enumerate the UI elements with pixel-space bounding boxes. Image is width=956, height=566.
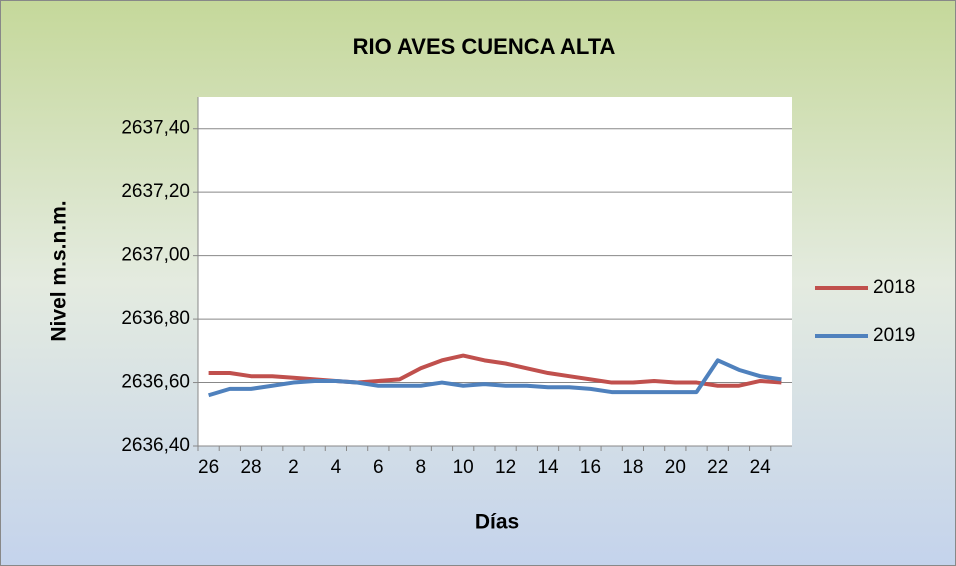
- x-tick-label: 10: [453, 457, 474, 478]
- x-tick-label: 16: [580, 457, 601, 478]
- y-tick-label: 2637,00: [121, 245, 190, 266]
- x-tick-label: 14: [537, 457, 559, 478]
- x-tick-label: 6: [373, 457, 384, 478]
- chart-title: RIO AVES CUENCA ALTA: [353, 34, 616, 59]
- y-axis-label: Nivel m.s.n.m.: [48, 200, 71, 341]
- x-tick-label: 20: [665, 457, 686, 478]
- x-tick-label: 18: [622, 457, 643, 478]
- y-tick-label: 2636,40: [121, 435, 190, 456]
- x-tick-label: 4: [331, 457, 342, 478]
- y-tick-label: 2637,40: [121, 118, 190, 139]
- x-tick-label: 28: [240, 457, 261, 478]
- line-series: [208, 353, 782, 388]
- legend-label: 2019: [873, 325, 915, 346]
- x-tick-label: 24: [750, 457, 772, 478]
- plot-area: [198, 97, 792, 446]
- y-tick-label: 2637,20: [121, 181, 190, 202]
- y-tick-label: 2636,80: [121, 308, 190, 329]
- y-tick-label: 2636,60: [121, 372, 190, 393]
- x-tick-label: 2: [288, 457, 299, 478]
- legend-label: 2018: [873, 277, 915, 298]
- x-tick-label: 22: [707, 457, 728, 478]
- x-tick-label: 26: [198, 457, 219, 478]
- x-axis-label: Días: [475, 511, 519, 534]
- x-tick-label: 8: [415, 457, 426, 478]
- line-series: [208, 358, 782, 398]
- x-tick-label: 12: [495, 457, 516, 478]
